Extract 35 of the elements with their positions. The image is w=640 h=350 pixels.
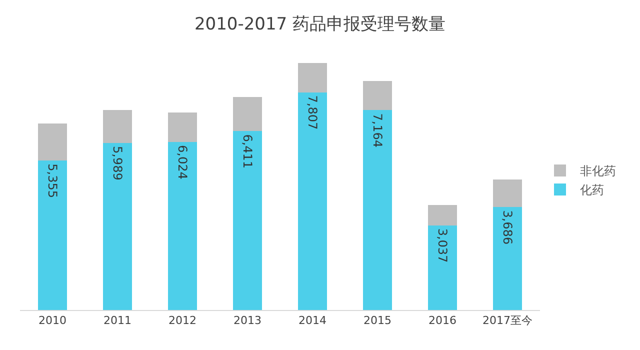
data-label: 6,411: [240, 134, 255, 169]
legend-label: 化药: [580, 183, 604, 198]
bar: [168, 142, 198, 310]
chart-title: 2010-2017 药品申报受理号数量: [194, 14, 446, 34]
bar: [362, 81, 392, 110]
data-label: 7,807: [306, 95, 320, 130]
bar: [492, 179, 522, 208]
bar: [298, 92, 328, 310]
x-tick-label: 2011: [104, 314, 132, 328]
bar: [492, 207, 522, 310]
legend-label: 非化药: [580, 164, 616, 178]
bar: [38, 123, 68, 161]
bar: [428, 205, 458, 226]
bar: [298, 63, 328, 92]
x-tick-label: 2014: [298, 314, 326, 328]
bar: [428, 225, 458, 310]
bar: [102, 110, 132, 143]
bar: [232, 97, 262, 132]
data-label: 3,037: [436, 228, 450, 263]
x-tick-label: 2012: [168, 314, 196, 328]
bar: [362, 110, 392, 310]
x-tick-label: 2016: [428, 314, 456, 328]
x-tick-label: 2010: [38, 314, 66, 328]
bar: [38, 160, 68, 310]
data-label: 6,024: [176, 145, 190, 180]
data-label: 7,164: [370, 113, 385, 148]
x-tick-label: 2015: [364, 314, 392, 328]
bar: [232, 131, 262, 310]
bar: [102, 142, 132, 310]
data-label: 3,686: [500, 210, 515, 245]
x-tick-label: 2017至今: [482, 314, 532, 328]
data-label: 5,355: [46, 164, 60, 198]
x-tick-label: 2013: [234, 314, 262, 328]
data-label: 5,989: [110, 146, 125, 180]
bar: [168, 112, 198, 142]
